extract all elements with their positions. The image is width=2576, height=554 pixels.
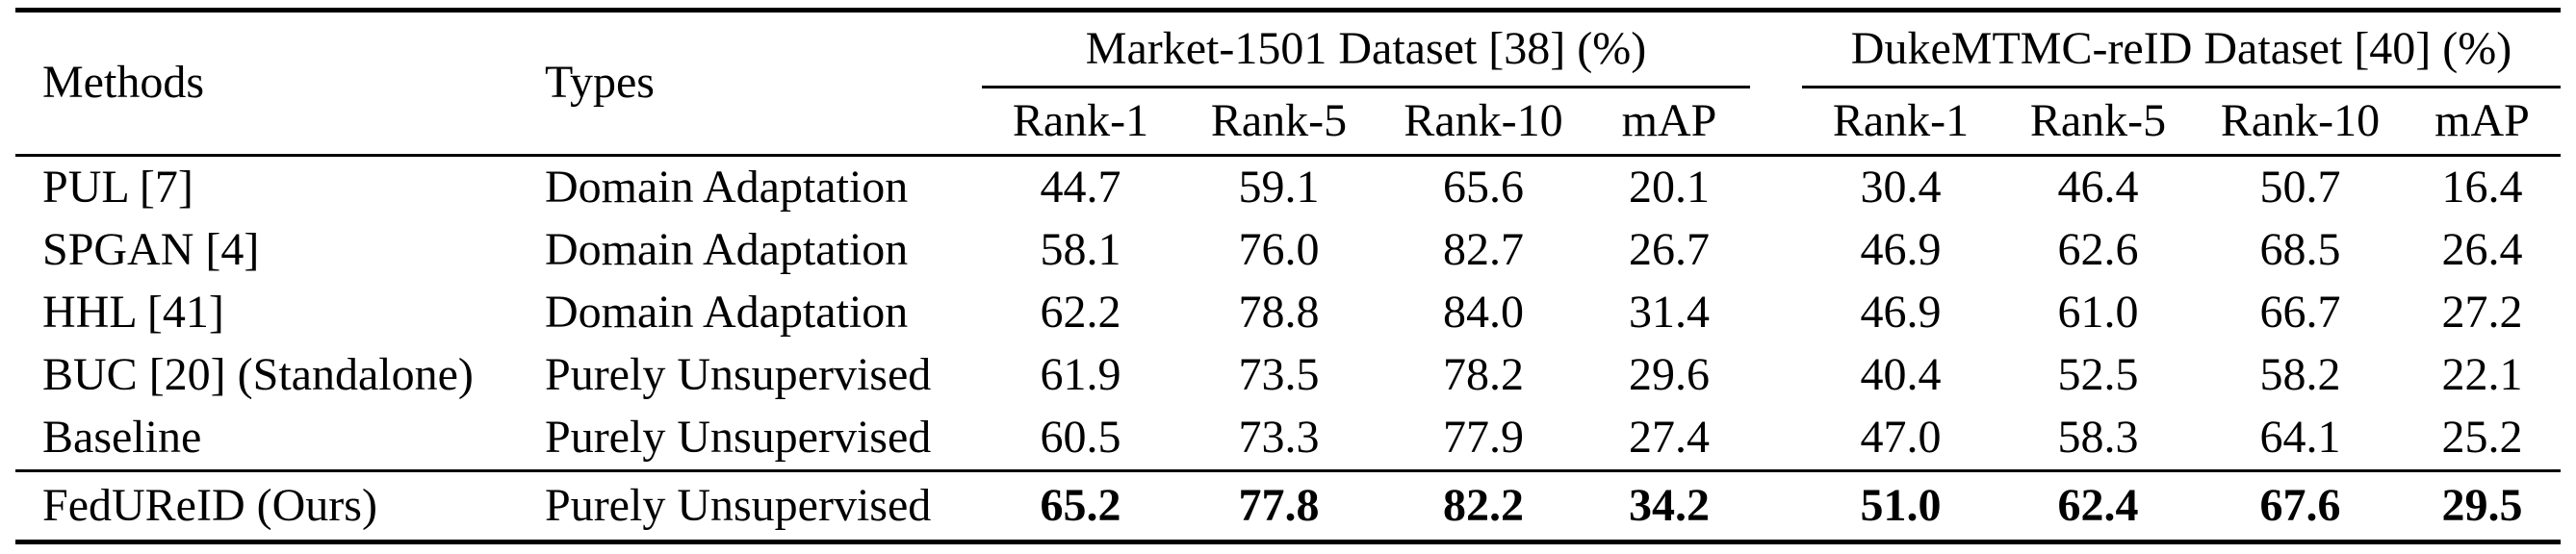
table-row-hhl: HHL [41] Domain Adaptation 62.2 78.8 84.…	[15, 282, 2561, 344]
subcolumn-header-market-rank5: Rank-5	[1179, 87, 1378, 157]
metric-cell: 59.1	[1238, 162, 1320, 214]
table-row-fedureid-ours: FedUReID (Ours) Purely Unsupervised 65.2…	[15, 469, 2562, 542]
type-cell: Purely Unsupervised	[545, 412, 932, 464]
metric-cell: 50.7	[2259, 162, 2341, 214]
subcolumn-header-market-rank10: Rank-10	[1378, 87, 1588, 157]
metric-cell: 34.2	[1588, 469, 1751, 542]
subcolumn-header-duke-map: mAP	[2404, 87, 2562, 157]
metric-cell: 65.2	[982, 469, 1179, 542]
method-cell: BUC [20] (Standalone)	[42, 349, 474, 401]
group-header-market-1501: Market-1501 Dataset [38] (%)	[982, 10, 1751, 88]
metric-cell: 58.1	[1040, 224, 1121, 276]
method-cell: PUL [7]	[42, 162, 193, 214]
metric-cell: 40.4	[1860, 349, 1942, 401]
header-subcolumn-row: Rank-1 Rank-5 Rank-10 mAP Rank-1 Rank-5 …	[15, 87, 2562, 157]
table-row-spgan: SPGAN [4] Domain Adaptation 58.1 76.0 82…	[15, 219, 2561, 282]
method-cell: HHL [41]	[42, 287, 224, 339]
metric-cell: 65.6	[1443, 162, 1524, 214]
gap-cell	[1750, 469, 1803, 542]
metric-cell: 64.1	[2259, 412, 2341, 464]
column-header-types: Types	[545, 10, 982, 157]
metric-cell: 62.4	[1999, 469, 2198, 542]
table-row-baseline: Baseline Purely Unsupervised 60.5 73.3 7…	[15, 407, 2561, 471]
metric-cell: 30.4	[1860, 162, 1942, 214]
column-header-methods: Methods	[15, 10, 545, 157]
metric-cell: 47.0	[1860, 412, 1942, 464]
metric-cell: 31.4	[1629, 287, 1710, 339]
group-header-dukemtmc: DukeMTMC-reID Dataset [40] (%)	[1802, 10, 2562, 88]
metric-cell: 46.9	[1860, 224, 1942, 276]
metric-cell: 20.1	[1629, 162, 1710, 214]
header-gap-column	[1750, 10, 1803, 157]
metric-cell: 26.4	[2441, 224, 2523, 276]
subcolumn-header-duke-rank1: Rank-1	[1802, 87, 2000, 157]
metric-cell: 78.2	[1443, 349, 1524, 401]
table-body: PUL [7] Domain Adaptation 44.7 59.1 65.6…	[15, 156, 2562, 542]
paper-results-table-wrap: Methods Types Market-1501 Dataset [38] (…	[15, 8, 2562, 544]
table-header: Methods Types Market-1501 Dataset [38] (…	[15, 10, 2562, 157]
metric-cell: 25.2	[2441, 412, 2523, 464]
gap-cell	[1750, 219, 1802, 282]
metric-cell: 73.3	[1238, 412, 1320, 464]
metric-cell: 66.7	[2259, 287, 2341, 339]
metric-cell: 82.2	[1378, 469, 1588, 542]
metric-cell: 67.6	[2197, 469, 2405, 542]
table-row-pul: PUL [7] Domain Adaptation 44.7 59.1 65.6…	[15, 156, 2561, 220]
metric-cell: 27.2	[2441, 287, 2523, 339]
metric-cell: 77.9	[1443, 412, 1524, 464]
subcolumn-header-market-rank1: Rank-1	[982, 87, 1179, 157]
metric-cell: 78.8	[1238, 287, 1320, 339]
metric-cell: 61.0	[2057, 287, 2139, 339]
metric-cell: 73.5	[1238, 349, 1320, 401]
metric-cell: 46.9	[1860, 287, 1942, 339]
metric-cell: 46.4	[2057, 162, 2139, 214]
metric-cell: 58.2	[2259, 349, 2341, 401]
type-cell: Purely Unsupervised	[545, 349, 932, 401]
metric-cell: 60.5	[1040, 412, 1121, 464]
header-group-row: Methods Types Market-1501 Dataset [38] (…	[15, 10, 2562, 157]
metric-cell: 77.8	[1179, 469, 1378, 542]
metric-cell: 44.7	[1040, 162, 1121, 214]
metric-cell: 16.4	[2441, 162, 2523, 214]
type-cell: Domain Adaptation	[545, 224, 909, 276]
metric-cell: 62.2	[1040, 287, 1121, 339]
metric-cell: 29.6	[1629, 349, 1710, 401]
metric-cell: 52.5	[2057, 349, 2139, 401]
metric-cell: 27.4	[1629, 412, 1710, 464]
metric-cell: 29.5	[2404, 469, 2562, 542]
metric-cell: 26.7	[1629, 224, 1710, 276]
subcolumn-header-market-map: mAP	[1588, 87, 1751, 157]
metric-cell: 61.9	[1040, 349, 1121, 401]
gap-cell	[1750, 282, 1802, 344]
gap-cell	[1750, 156, 1802, 220]
gap-cell	[1750, 344, 1802, 407]
subcolumn-header-duke-rank5: Rank-5	[1999, 87, 2198, 157]
method-cell: SPGAN [4]	[42, 224, 260, 276]
table-row-buc: BUC [20] (Standalone) Purely Unsupervise…	[15, 344, 2561, 407]
type-cell: Domain Adaptation	[545, 287, 909, 339]
subcolumn-header-duke-rank10: Rank-10	[2197, 87, 2405, 157]
method-cell: Baseline	[42, 412, 202, 464]
gap-cell	[1750, 407, 1802, 471]
metric-cell: 84.0	[1443, 287, 1524, 339]
type-cell: Domain Adaptation	[545, 162, 909, 214]
metric-cell: 22.1	[2441, 349, 2523, 401]
method-cell: FedUReID (Ours)	[15, 469, 545, 542]
metric-cell: 68.5	[2259, 224, 2341, 276]
metric-cell: 62.6	[2057, 224, 2139, 276]
type-cell: Purely Unsupervised	[545, 469, 982, 542]
metric-cell: 76.0	[1238, 224, 1320, 276]
results-table: Methods Types Market-1501 Dataset [38] (…	[15, 8, 2562, 544]
metric-cell: 82.7	[1443, 224, 1524, 276]
metric-cell: 51.0	[1802, 469, 2000, 542]
metric-cell: 58.3	[2057, 412, 2139, 464]
